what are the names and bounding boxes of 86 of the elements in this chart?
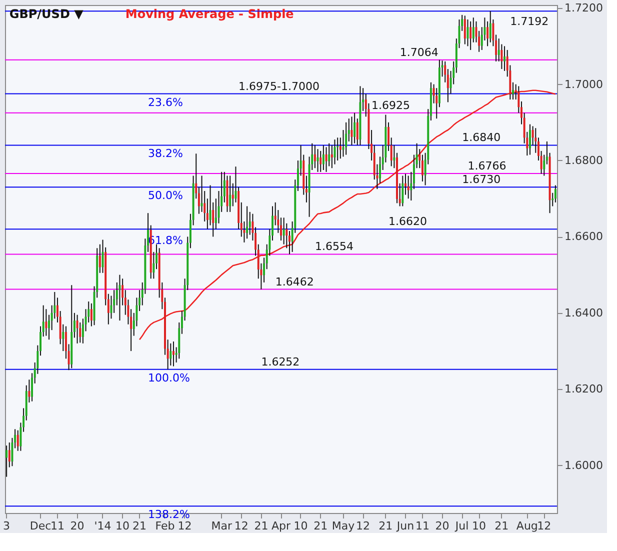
ref-line-label: 1.7192 — [510, 15, 549, 28]
candlestick — [76, 314, 78, 344]
candlestick — [466, 18, 469, 47]
candlestick — [325, 146, 328, 172]
x-tick-label: 12 — [356, 520, 370, 532]
candlestick — [470, 20, 472, 50]
x-tick-label: May — [332, 520, 356, 532]
x-tick-label: 12 — [537, 520, 552, 532]
x-tick-label: 12 — [234, 520, 248, 532]
ref-line-label: 1.6462 — [275, 275, 314, 288]
candlestick — [6, 445, 8, 478]
ref-line-label: 1.6730 — [462, 173, 501, 186]
ref-line-label: 1.6554 — [314, 240, 354, 254]
candlestick — [118, 274, 121, 322]
annotation: 50.0% — [148, 189, 183, 202]
y-tick-label: 1.6800 — [564, 154, 603, 167]
ref-line-label: 1.6975-1.7000 — [238, 80, 320, 93]
candlestick — [486, 20, 489, 47]
x-tick-label: 3 — [3, 520, 10, 532]
x-tick-label: Apr — [271, 520, 291, 532]
ref-line-label: 1.6840 — [462, 131, 501, 144]
candlestick — [234, 166, 237, 203]
x-tick-label: 10 — [472, 520, 486, 532]
ref-line-label: 1.6925 — [372, 98, 410, 112]
candlestick — [246, 206, 248, 240]
candlestick — [314, 144, 316, 169]
y-tick-label: 1.6000 — [564, 458, 603, 472]
x-tick-label: 11 — [50, 520, 64, 532]
y-tick-label: 1.6600 — [564, 230, 603, 244]
candlestick — [512, 82, 514, 100]
annotation: 38.2% — [148, 147, 183, 160]
text: Moving Average - Simple — [125, 7, 294, 21]
x-tick-label: Aug — [516, 520, 538, 532]
x-tick-label: 11 — [415, 520, 430, 532]
candlestick — [402, 175, 404, 207]
ref-line-label: 1.6252 — [261, 355, 300, 368]
x-tick-label: 21 — [378, 520, 393, 532]
candlestick — [45, 308, 48, 336]
candlestick — [464, 15, 466, 45]
annotation: 23.6% — [148, 96, 183, 109]
candlestick — [316, 148, 319, 172]
x-tick-label: Feb — [155, 520, 175, 532]
y-tick-label: 1.6200 — [564, 382, 603, 396]
candlestick — [436, 88, 438, 120]
candlestick — [350, 116, 353, 146]
ref-line-label: 1.6620 — [388, 215, 428, 228]
chart-title: GBP/USD ▼ — [9, 7, 84, 21]
candlestick — [504, 46, 506, 72]
x-tick-label: 20 — [70, 520, 84, 532]
candlestick — [282, 217, 285, 245]
x-tick-label: 21 — [494, 520, 509, 532]
candlestick — [407, 175, 410, 200]
x-tick-label: 21 — [254, 520, 268, 532]
candlestick — [528, 124, 531, 156]
x-tick-label: Dec — [30, 520, 52, 532]
x-tick-label: Jun — [396, 520, 414, 532]
ref-line-label: 1.7064 — [400, 46, 438, 59]
candlestick — [322, 144, 324, 171]
x-tick-label: 12 — [178, 520, 192, 532]
candlestick — [472, 17, 474, 43]
x-tick-label: '14 — [94, 520, 112, 532]
x-tick-label: 21 — [314, 520, 328, 532]
candlestick — [554, 184, 556, 203]
x-tick-label: 10 — [116, 520, 130, 532]
candlestick — [90, 302, 92, 327]
candlestick — [354, 112, 356, 144]
candlestick — [330, 144, 333, 169]
ref-line-label: 1.6766 — [468, 159, 506, 172]
candlestick — [172, 341, 174, 367]
y-tick-label: 1.7000 — [564, 78, 603, 91]
candlestick — [320, 150, 322, 172]
candlestick — [489, 10, 492, 43]
y-tick-label: 1.7200 — [564, 2, 603, 15]
x-tick-label: Mar — [211, 520, 232, 532]
x-tick-label: Jul — [454, 520, 469, 532]
y-tick-label: 1.6400 — [564, 306, 603, 320]
annotation: 138.2% — [148, 508, 190, 522]
candlestick — [170, 342, 172, 366]
candlestick — [404, 173, 406, 196]
x-tick-label: 21 — [132, 520, 147, 532]
x-tick-label: 20 — [435, 520, 450, 532]
annotation: 100.0% — [148, 371, 190, 384]
candlestick — [229, 175, 232, 212]
candlestick — [98, 244, 101, 274]
x-tick-label: 10 — [294, 520, 308, 532]
candlestick — [345, 122, 348, 156]
